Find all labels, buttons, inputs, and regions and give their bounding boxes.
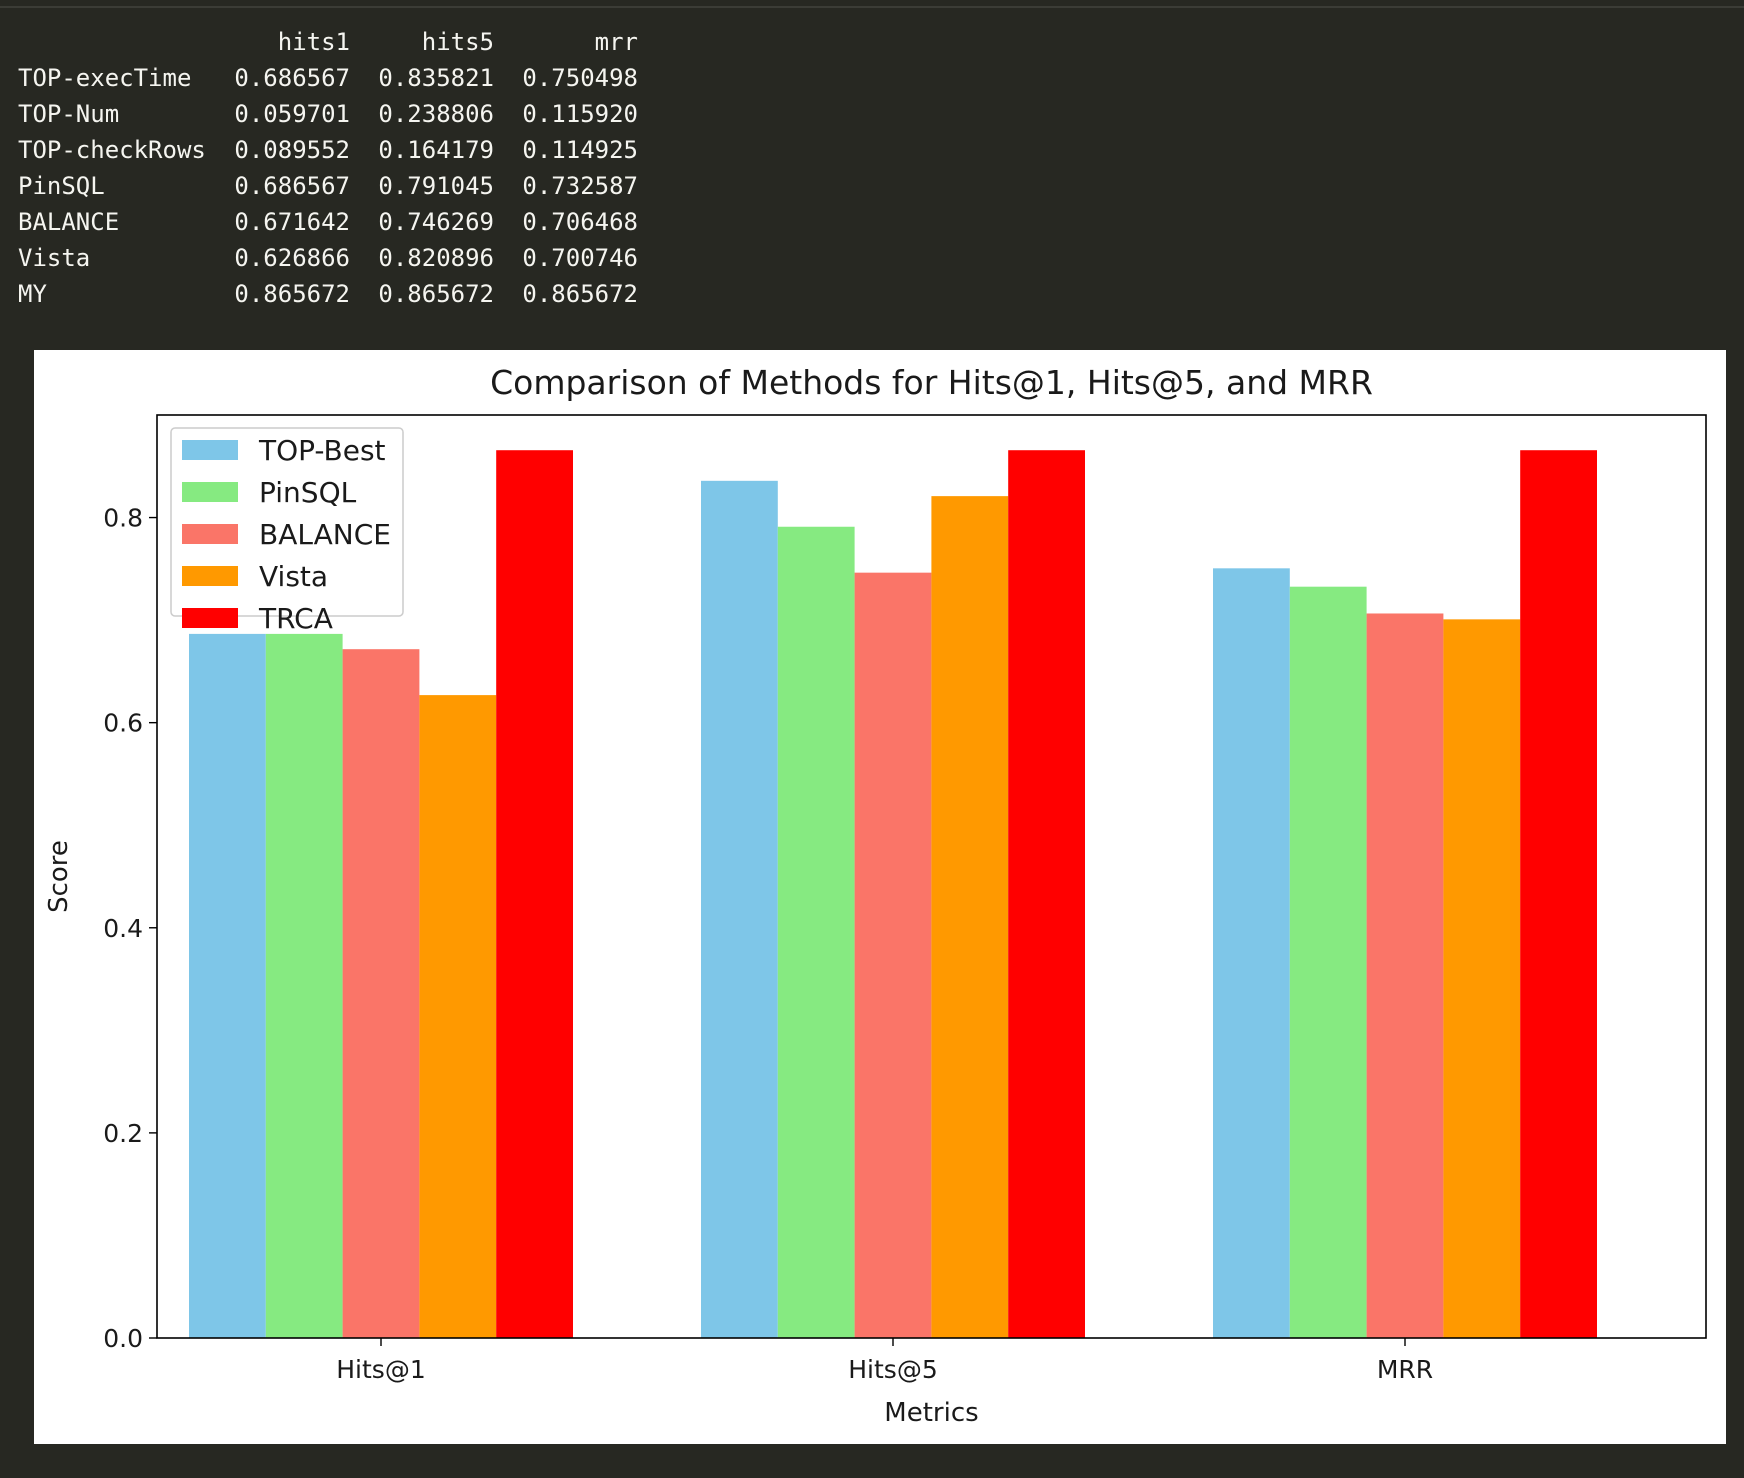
dataframe-cell: 0.706468 (522, 208, 638, 236)
dataframe-cell: 0.750498 (522, 64, 638, 92)
plot-frame (156, 414, 1707, 1339)
dataframe-cell: 0.059701 (234, 100, 350, 128)
dataframe-cell: 0.865672 (234, 280, 350, 308)
dataframe-column-header: hits5 (421, 28, 494, 56)
plot-panel: 0.0 0.2 0.4 0.6 0.8 Hits@1 Hits@5 MRR Comparison… (34, 350, 1726, 1444)
legend-label: TRCA (258, 602, 333, 635)
dataframe-cell: 0.865672 (522, 280, 638, 308)
output-divider (0, 6, 1744, 8)
bar-pinsql-mrr (1289, 586, 1367, 1338)
bar-balance-hits5 (854, 572, 932, 1338)
x-tick-label: Hits@1 (336, 1355, 425, 1384)
x-tick-label: Hits@5 (848, 1355, 937, 1384)
legend-label: PinSQL (259, 476, 357, 509)
dataframe-cell: 0.835821 (378, 64, 494, 92)
dataframe-row-index: Vista (18, 244, 91, 272)
bar-vista-hits1 (419, 695, 497, 1338)
bar-balance-hits1 (342, 649, 420, 1338)
legend-label: BALANCE (259, 518, 391, 551)
bar-top-best-mrr (1213, 568, 1290, 1338)
legend-swatch-balance (182, 524, 238, 544)
legend-label: Vista (259, 560, 328, 593)
y-tick-label: 0.0 (103, 1324, 143, 1353)
dataframe-row-index: BALANCE (18, 208, 120, 236)
bar-trca-hits1 (496, 450, 573, 1339)
y-tick-label: 0.4 (103, 914, 143, 943)
dataframe-cell: 0.115920 (522, 100, 638, 128)
dataframe-column-header: hits1 (277, 28, 350, 56)
dataframe-cell: 0.686567 (234, 172, 350, 200)
bar-top-best-hits1 (189, 633, 266, 1338)
dataframe-row-index: MY (18, 280, 47, 308)
bar-top-best-hits5 (701, 480, 778, 1338)
chart-title: Comparison of Methods for Hits@1, Hits@5… (490, 363, 1373, 402)
bar-vista-hits5 (931, 496, 1009, 1338)
dataframe-cell: 0.791045 (378, 172, 494, 200)
dataframe-cell: 0.820896 (378, 244, 494, 272)
bar-pinsql-hits5 (777, 526, 855, 1338)
dataframe-cell: 0.238806 (378, 100, 494, 128)
dataframe-cell: 0.746269 (378, 208, 494, 236)
dataframe-cell: 0.089552 (234, 136, 350, 164)
x-tick-label: MRR (1377, 1355, 1433, 1384)
legend-label: TOP-Best (258, 434, 386, 467)
dataframe-row-index: TOP-checkRows (18, 136, 206, 164)
dataframe-cell: 0.626866 (234, 244, 350, 272)
legend-swatch-pinsql (182, 482, 238, 502)
y-axis-label: Score (44, 840, 74, 913)
dataframe-row-index: TOP-Num (18, 100, 120, 128)
y-tick-label: 0.8 (103, 504, 143, 533)
dataframe-cell: 0.164179 (378, 136, 494, 164)
legend-swatch-trca (182, 608, 238, 628)
legend-swatch-top-best (182, 440, 238, 460)
bar-trca-hits5 (1008, 450, 1085, 1339)
dataframe-cell: 0.732587 (522, 172, 638, 200)
dataframe-cell: 0.686567 (234, 64, 350, 92)
legend-swatch-vista (182, 566, 238, 586)
dataframe-cell: 0.865672 (378, 280, 494, 308)
bar-vista-mrr (1443, 619, 1521, 1338)
bar-chart: 0.0 0.2 0.4 0.6 0.8 Hits@1 Hits@5 MRR Comparison… (44, 363, 1707, 1428)
dataframe-cell: 0.671642 (234, 208, 350, 236)
dataframe-column-header: mrr (594, 28, 638, 56)
x-axis-label: Metrics (884, 1398, 978, 1428)
dataframe-cell: 0.700746 (522, 244, 638, 272)
y-tick-label: 0.2 (103, 1119, 143, 1148)
dataframe-row-index: PinSQL (18, 172, 105, 200)
dataframe-cell: 0.114925 (522, 136, 638, 164)
bar-balance-mrr (1366, 613, 1444, 1338)
bar-trca-mrr (1520, 450, 1597, 1339)
dataframe-row-index: TOP-execTime (18, 64, 192, 92)
bar-pinsql-hits1 (265, 633, 343, 1338)
y-tick-label: 0.6 (103, 709, 143, 738)
